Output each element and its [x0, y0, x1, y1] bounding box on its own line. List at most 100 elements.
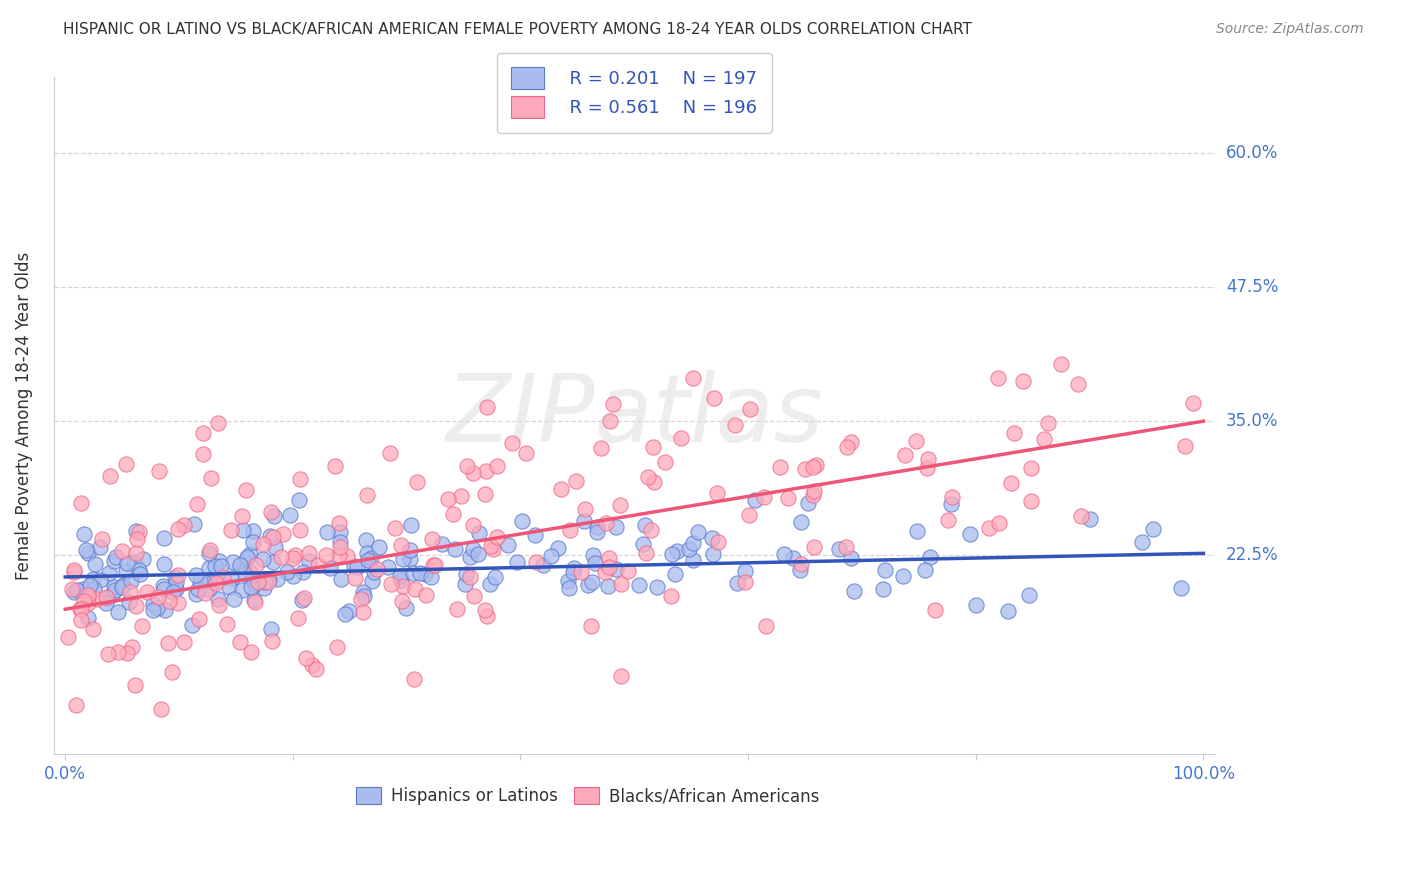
Point: [352, 605, 374, 619]
Point: [162, 585, 184, 599]
Point: [262, 530, 284, 544]
Point: [82, 573, 104, 587]
Point: [270, 550, 292, 565]
Point: [835, 541, 858, 555]
Point: [291, 593, 314, 607]
Point: [581, 574, 603, 589]
Point: [769, 460, 792, 475]
Point: [430, 537, 453, 551]
Point: [392, 579, 415, 593]
Point: [682, 371, 704, 385]
Point: [454, 576, 477, 591]
Point: [475, 465, 498, 479]
Point: [744, 493, 766, 508]
Point: [107, 645, 129, 659]
Point: [524, 555, 547, 569]
Point: [801, 488, 824, 502]
Point: [89, 574, 111, 588]
Point: [229, 635, 252, 649]
Point: [682, 553, 704, 567]
Point: [224, 592, 246, 607]
Point: [782, 550, 804, 565]
Point: [157, 594, 180, 608]
Point: [839, 550, 862, 565]
Point: [977, 521, 1000, 535]
Point: [188, 611, 211, 625]
Point: [408, 566, 430, 580]
Point: [240, 645, 263, 659]
Point: [377, 559, 399, 574]
Point: [157, 635, 180, 649]
Point: [565, 474, 588, 488]
Point: [219, 523, 242, 537]
Point: [86, 592, 108, 607]
Point: [240, 580, 263, 594]
Point: [77, 546, 100, 560]
Point: [69, 602, 91, 616]
Point: [115, 556, 138, 570]
Point: [558, 581, 581, 595]
Point: [893, 448, 915, 462]
Point: [260, 505, 283, 519]
Point: [257, 574, 280, 589]
Point: [247, 575, 270, 590]
Point: [804, 458, 827, 473]
Point: [706, 485, 728, 500]
Point: [1067, 377, 1090, 392]
Point: [111, 544, 134, 558]
Point: [415, 588, 437, 602]
Point: [103, 554, 125, 568]
Point: [297, 546, 319, 560]
Point: [1000, 476, 1022, 491]
Point: [609, 499, 631, 513]
Point: [404, 672, 426, 686]
Point: [987, 371, 1010, 385]
Point: [323, 458, 346, 473]
Point: [263, 508, 285, 523]
Point: [395, 601, 418, 615]
Point: [294, 651, 316, 665]
Point: [184, 567, 207, 582]
Point: [149, 702, 172, 716]
Point: [186, 586, 208, 600]
Point: [914, 563, 936, 577]
Point: [1142, 522, 1164, 536]
Point: [301, 658, 323, 673]
Point: [605, 562, 627, 576]
Point: [266, 572, 288, 586]
Point: [115, 564, 138, 578]
Point: [209, 559, 232, 574]
Point: [328, 525, 350, 540]
Point: [243, 593, 266, 607]
Point: [165, 575, 187, 590]
Legend: Hispanics or Latinos, Blacks/African Americans: Hispanics or Latinos, Blacks/African Ame…: [347, 779, 828, 814]
Point: [118, 595, 141, 609]
Point: [198, 547, 221, 561]
Point: [1011, 374, 1033, 388]
Point: [366, 562, 388, 576]
Point: [350, 592, 373, 607]
Point: [437, 491, 460, 506]
Point: [404, 582, 426, 596]
Point: [610, 577, 633, 591]
Point: [239, 547, 262, 561]
Point: [125, 546, 148, 560]
Point: [229, 558, 252, 573]
Point: [420, 570, 443, 584]
Point: [789, 563, 811, 577]
Point: [583, 556, 606, 570]
Point: [352, 585, 374, 599]
Point: [1002, 426, 1025, 441]
Point: [254, 574, 277, 589]
Point: [103, 580, 125, 594]
Point: [915, 461, 938, 475]
Point: [328, 548, 350, 562]
Point: [634, 546, 657, 560]
Point: [579, 618, 602, 632]
Point: [276, 565, 298, 579]
Point: [654, 455, 676, 469]
Point: [70, 496, 93, 510]
Point: [200, 471, 222, 485]
Point: [678, 542, 700, 557]
Point: [235, 550, 257, 565]
